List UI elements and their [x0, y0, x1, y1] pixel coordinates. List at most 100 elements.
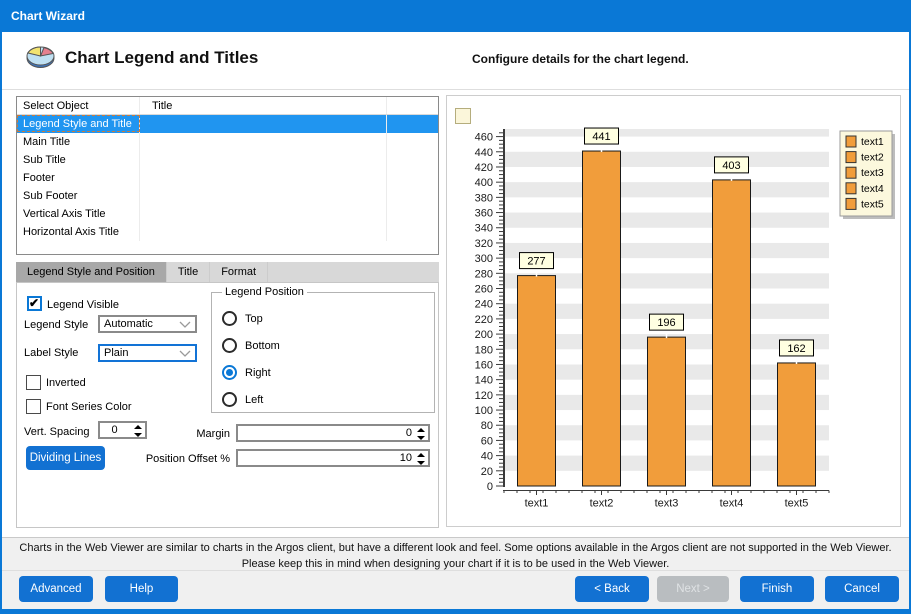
svg-text:100: 100 [475, 405, 493, 417]
wizard-header: Chart Legend and Titles Configure detail… [2, 32, 909, 90]
page-title: Chart Legend and Titles [65, 48, 258, 68]
svg-text:text3: text3 [861, 167, 884, 179]
svg-text:200: 200 [475, 329, 493, 341]
svg-text:180: 180 [475, 344, 493, 356]
svg-text:300: 300 [475, 253, 493, 265]
svg-text:420: 420 [475, 162, 493, 174]
next-button[interactable]: Next > [657, 576, 729, 602]
svg-text:text3: text3 [655, 498, 679, 510]
svg-text:0: 0 [487, 481, 493, 493]
svg-text:text5: text5 [785, 498, 809, 510]
legend-position-radio-top[interactable] [222, 311, 237, 326]
legend-position-radio-bottom[interactable] [222, 338, 237, 353]
list-item-main-title[interactable]: Main Title [17, 133, 438, 151]
vert-spacing-label: Vert. Spacing [24, 426, 89, 438]
legend-style-dropdown[interactable]: Automatic [98, 315, 197, 333]
svg-text:text5: text5 [861, 198, 884, 210]
font-series-color-label: Font Series Color [46, 401, 132, 413]
button-bar: Advanced Help < Back Next > Finish Cance… [2, 571, 909, 609]
margin-stepper[interactable]: 0 [236, 424, 430, 442]
svg-text:360: 360 [475, 208, 493, 220]
stepper-arrows-icon[interactable] [416, 427, 425, 439]
svg-text:60: 60 [481, 435, 493, 447]
legend-style-form: Legend Visible Legend Style Automatic La… [16, 282, 439, 528]
back-button[interactable]: < Back [575, 576, 649, 602]
chart-wizard-window: Chart Wizard Chart Legend and Titles Con… [0, 0, 911, 614]
tab-strip: Legend Style and Position Title Format [16, 262, 439, 282]
legend-position-group: Legend Position Top Bottom Right Left [211, 292, 435, 413]
margin-label: Margin [137, 428, 230, 440]
list-item-footer[interactable]: Footer [17, 169, 438, 187]
web-viewer-note: Charts in the Web Viewer are similar to … [2, 537, 909, 571]
chart-preview-panel: 0 20 40 60 80 100 120 140 160 180 200 220 240 260 280 3… [446, 95, 901, 527]
label-style-label: Label Style [24, 347, 78, 359]
svg-text:162: 162 [787, 343, 805, 355]
finish-button[interactable]: Finish [740, 576, 814, 602]
list-item-legend-style-and-title[interactable]: Legend Style and Title [17, 115, 438, 133]
svg-text:80: 80 [481, 420, 493, 432]
svg-text:277: 277 [527, 256, 545, 268]
tab-legend-style-and-position[interactable]: Legend Style and Position [16, 262, 167, 282]
tab-format[interactable]: Format [210, 262, 268, 282]
svg-text:40: 40 [481, 451, 493, 463]
bar-chart: 0 20 40 60 80 100 120 140 160 180 200 220 240 260 280 3… [447, 96, 900, 526]
list-item-sub-footer[interactable]: Sub Footer [17, 187, 438, 205]
inverted-checkbox[interactable] [26, 375, 41, 390]
note-line-1: Charts in the Web Viewer are similar to … [2, 540, 909, 556]
svg-text:text4: text4 [720, 498, 744, 510]
cancel-button[interactable]: Cancel [825, 576, 899, 602]
svg-text:260: 260 [475, 284, 493, 296]
dividing-lines-button[interactable]: Dividing Lines [26, 446, 105, 470]
legend-visible-checkbox[interactable] [27, 296, 42, 311]
legend-position-label: Legend Position [222, 286, 307, 298]
font-series-color-checkbox[interactable] [26, 399, 41, 414]
list-header: Select Object Title [17, 97, 438, 115]
svg-text:441: 441 [592, 131, 610, 143]
svg-text:196: 196 [657, 317, 675, 329]
label-style-dropdown[interactable]: Plain [98, 344, 197, 362]
title-bar: Chart Wizard [2, 0, 909, 32]
column-header-select-object: Select Object [17, 97, 140, 114]
column-header-title: Title [140, 97, 387, 114]
position-offset-stepper[interactable]: 10 [236, 449, 430, 467]
legend-position-radio-left[interactable] [222, 392, 237, 407]
page-subtitle: Configure details for the chart legend. [472, 52, 689, 66]
svg-text:440: 440 [475, 147, 493, 159]
svg-text:340: 340 [475, 223, 493, 235]
svg-text:text2: text2 [590, 498, 614, 510]
pie-chart-icon [26, 45, 55, 69]
chart-title-placeholder [455, 108, 471, 124]
list-item-horizontal-axis-title[interactable]: Horizontal Axis Title [17, 223, 438, 241]
svg-text:text2: text2 [861, 152, 884, 164]
svg-text:text1: text1 [525, 498, 549, 510]
svg-text:460: 460 [475, 132, 493, 144]
position-offset-label: Position Offset % [137, 453, 230, 465]
svg-text:220: 220 [475, 314, 493, 326]
inverted-label: Inverted [46, 377, 86, 389]
svg-text:160: 160 [475, 359, 493, 371]
chevron-down-icon [179, 350, 191, 358]
tab-title[interactable]: Title [167, 262, 210, 282]
legend-position-radio-right[interactable] [222, 365, 237, 380]
window-title: Chart Wizard [11, 9, 85, 23]
svg-text:20: 20 [481, 466, 493, 478]
svg-text:403: 403 [722, 160, 740, 172]
svg-text:280: 280 [475, 268, 493, 280]
svg-text:120: 120 [475, 390, 493, 402]
chevron-down-icon [179, 321, 191, 329]
help-button[interactable]: Help [105, 576, 178, 602]
svg-text:400: 400 [475, 177, 493, 189]
svg-text:text4: text4 [861, 183, 884, 195]
svg-text:320: 320 [475, 238, 493, 250]
svg-text:380: 380 [475, 192, 493, 204]
note-line-2: Please keep this in mind when designing … [2, 556, 909, 572]
svg-text:240: 240 [475, 299, 493, 311]
svg-text:140: 140 [475, 375, 493, 387]
advanced-button[interactable]: Advanced [19, 576, 93, 602]
list-item-vertical-axis-title[interactable]: Vertical Axis Title [17, 205, 438, 223]
list-item-sub-title[interactable]: Sub Title [17, 151, 438, 169]
legend-visible-label: Legend Visible [47, 299, 119, 311]
svg-text:text1: text1 [861, 136, 884, 148]
stepper-arrows-icon[interactable] [416, 452, 425, 464]
select-object-list: Select Object Title Legend Style and Tit… [16, 96, 439, 255]
